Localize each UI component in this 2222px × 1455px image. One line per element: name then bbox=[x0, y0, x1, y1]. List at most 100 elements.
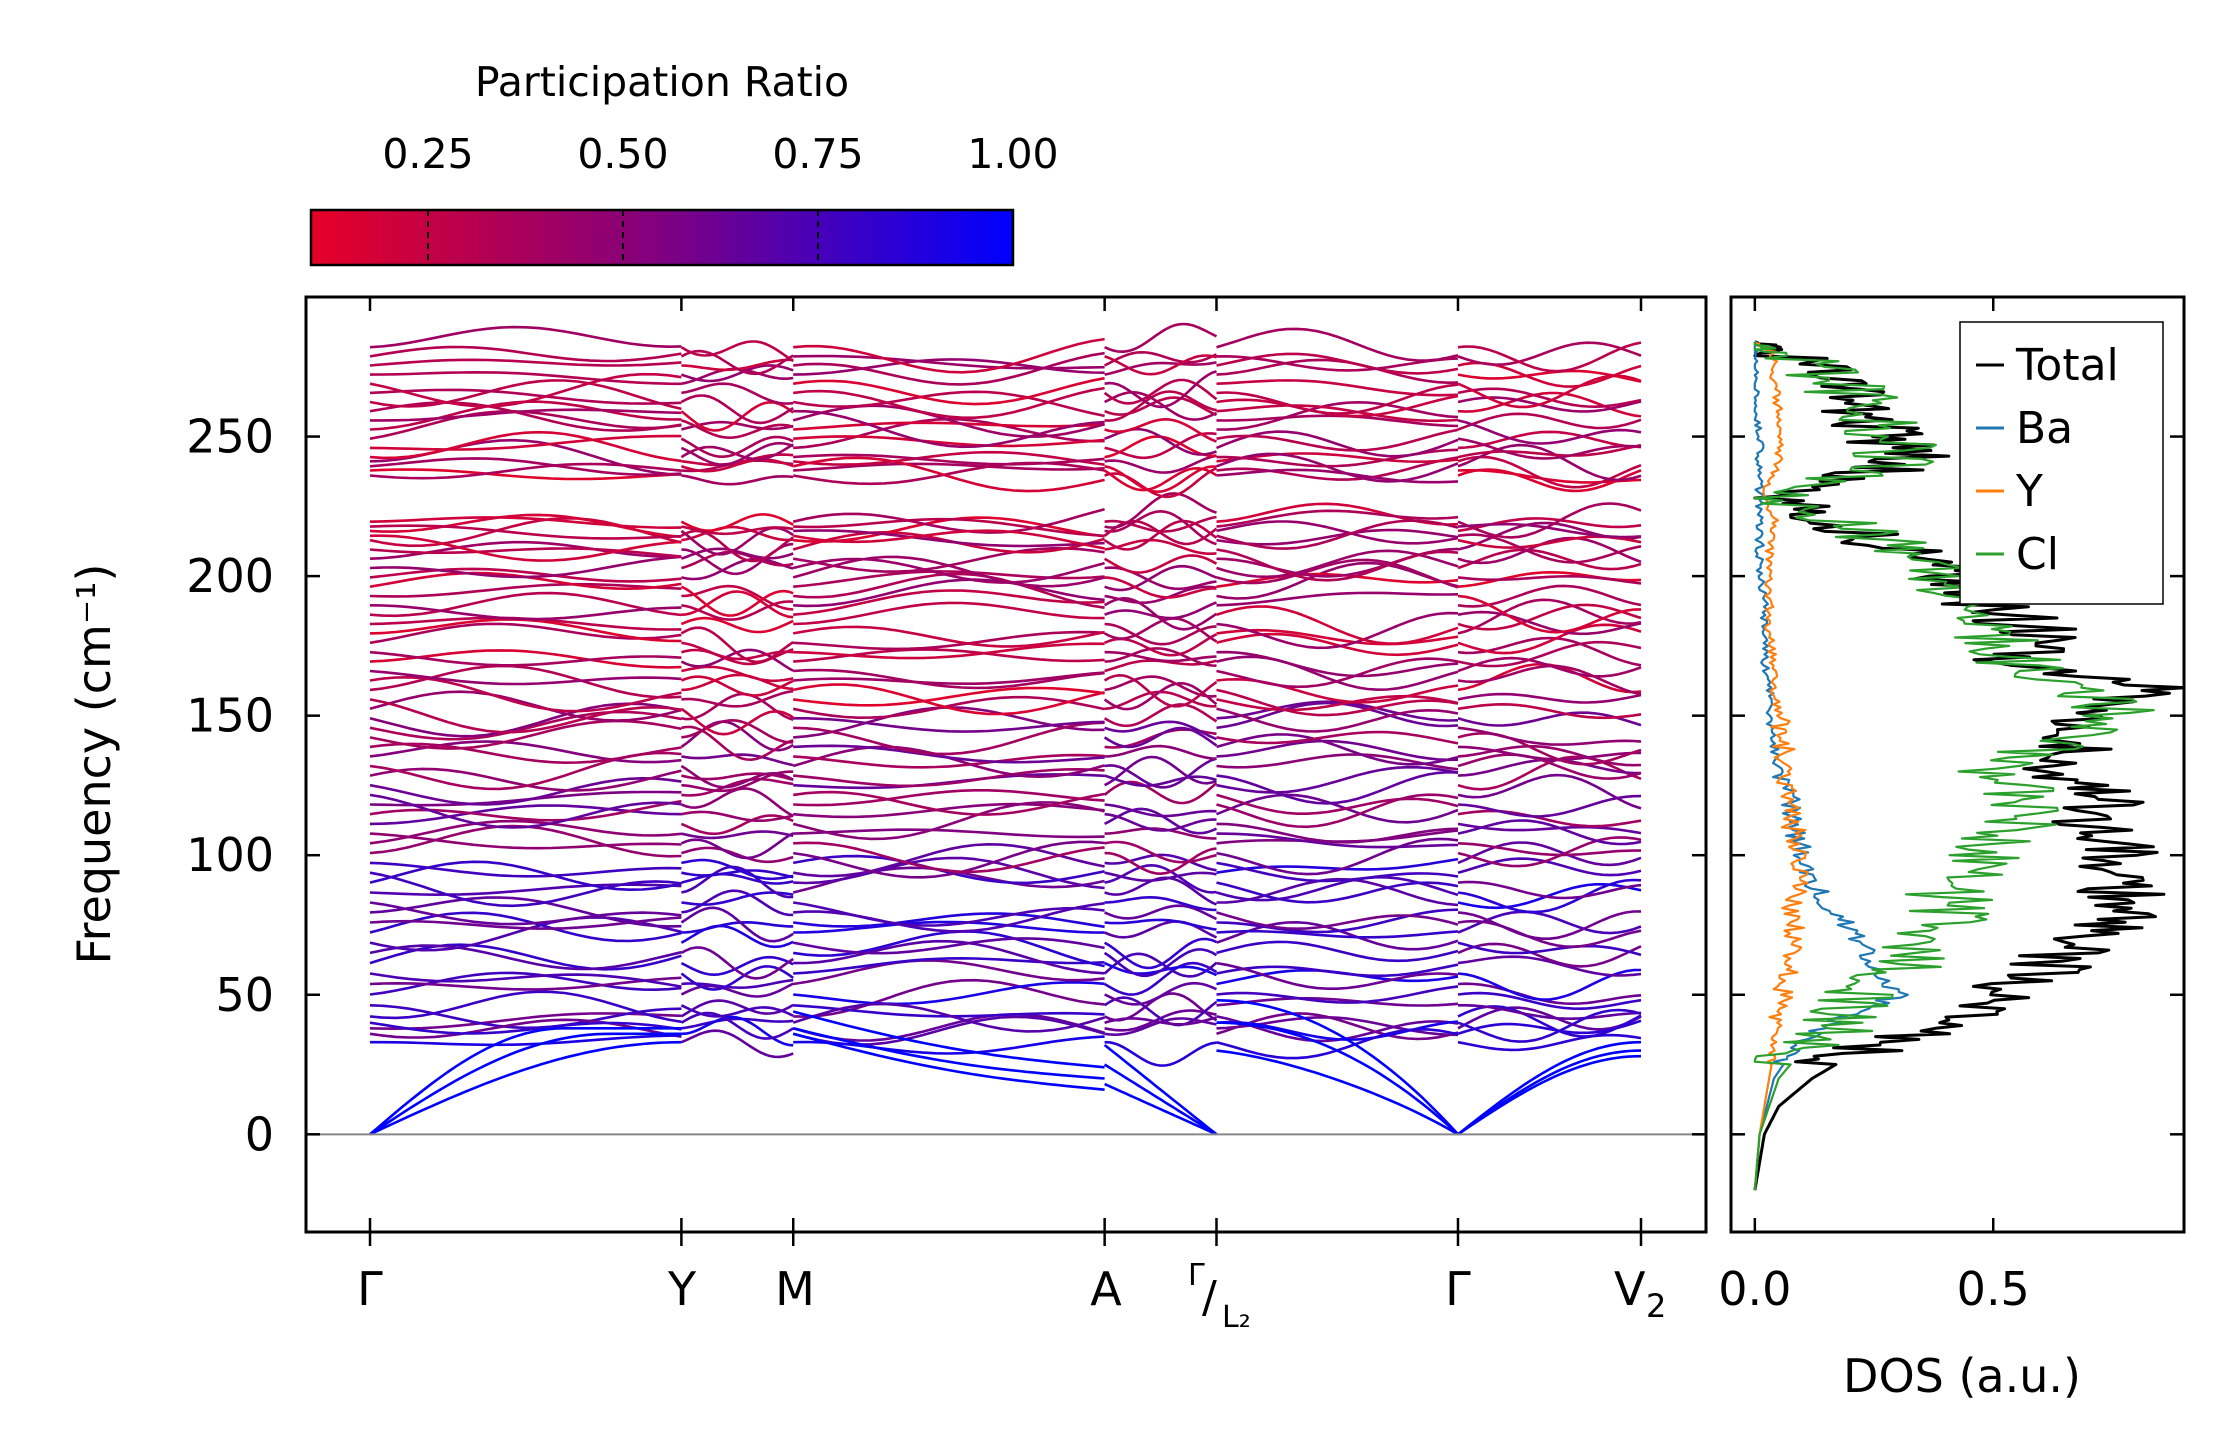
band-line bbox=[369, 372, 682, 408]
band-line bbox=[681, 810, 794, 822]
band-line bbox=[681, 367, 794, 385]
band-line bbox=[1457, 809, 1642, 828]
legend-label-total: Total bbox=[2015, 340, 2119, 391]
band-line bbox=[1457, 745, 1642, 761]
band-line bbox=[1216, 401, 1459, 431]
band-line bbox=[1457, 1019, 1642, 1036]
band-line bbox=[1103, 674, 1218, 708]
band-line bbox=[1216, 837, 1459, 876]
band-line bbox=[369, 690, 682, 722]
band-line bbox=[1216, 832, 1459, 849]
band-line bbox=[681, 557, 794, 581]
band-line bbox=[1216, 591, 1459, 607]
band-line bbox=[369, 513, 682, 539]
band-line bbox=[681, 872, 794, 885]
band-line bbox=[793, 642, 1105, 660]
band-line bbox=[1103, 467, 1218, 492]
svg-text:/: / bbox=[1202, 1272, 1217, 1323]
y-tick-label: 250 bbox=[186, 410, 274, 464]
band-line bbox=[1216, 655, 1459, 691]
band-line bbox=[369, 832, 682, 850]
band-line bbox=[369, 896, 682, 928]
band-line bbox=[793, 957, 1105, 975]
band-line bbox=[1216, 628, 1459, 646]
band-line bbox=[369, 669, 682, 686]
band-line bbox=[1104, 647, 1217, 667]
band-line bbox=[793, 789, 1105, 807]
band-line bbox=[1457, 857, 1642, 877]
band-line bbox=[369, 591, 682, 618]
band-line bbox=[1104, 876, 1218, 906]
band-line bbox=[1103, 996, 1218, 1027]
band-line bbox=[1216, 468, 1459, 484]
band-line bbox=[1216, 881, 1459, 904]
band-line bbox=[1104, 322, 1218, 353]
band-line bbox=[680, 435, 794, 458]
band-line bbox=[1457, 610, 1642, 636]
band-line bbox=[681, 846, 794, 864]
xtick-label-v2: V 2 bbox=[1614, 1262, 1666, 1325]
band-line bbox=[1216, 929, 1459, 939]
acoustic-branch bbox=[1104, 1082, 1218, 1136]
band-line bbox=[1216, 509, 1459, 528]
band-line bbox=[369, 742, 682, 764]
band-line bbox=[1216, 352, 1459, 375]
band-line bbox=[1457, 941, 1642, 957]
svg-text:V: V bbox=[1614, 1262, 1646, 1316]
band-line bbox=[1216, 707, 1459, 733]
band-line bbox=[369, 650, 682, 667]
acoustic-branch bbox=[1457, 1054, 1642, 1136]
band-line bbox=[1457, 1008, 1642, 1043]
band-line bbox=[1216, 520, 1459, 545]
band-line bbox=[1104, 896, 1217, 912]
band-line bbox=[1457, 842, 1641, 857]
colorbar-label: Participation Ratio bbox=[475, 58, 849, 106]
band-line bbox=[369, 555, 682, 579]
band-line bbox=[793, 912, 1105, 929]
band-line bbox=[793, 578, 1105, 608]
bands bbox=[369, 322, 1642, 1136]
band-line bbox=[1104, 361, 1217, 376]
band-line bbox=[1216, 700, 1459, 722]
band-line bbox=[1216, 519, 1459, 550]
band-line bbox=[1103, 682, 1218, 711]
band-line bbox=[1216, 861, 1459, 883]
band-line bbox=[680, 906, 794, 943]
acoustic-branch bbox=[1216, 999, 1459, 1136]
band-line bbox=[369, 524, 682, 540]
band-line bbox=[369, 622, 682, 645]
band-line bbox=[1104, 370, 1217, 409]
band-line bbox=[680, 924, 794, 949]
band-line bbox=[792, 508, 1105, 534]
band-line bbox=[1104, 757, 1217, 789]
band-line bbox=[681, 525, 794, 536]
band-line bbox=[1104, 871, 1217, 882]
band-line bbox=[369, 434, 682, 451]
band-line bbox=[1457, 880, 1642, 900]
band-line bbox=[1104, 396, 1218, 417]
band-line bbox=[1104, 617, 1218, 643]
band-line bbox=[1104, 803, 1217, 818]
band-line bbox=[1457, 878, 1642, 914]
band-line bbox=[793, 589, 1105, 616]
band-line bbox=[793, 686, 1105, 707]
band-line bbox=[369, 860, 682, 891]
band-line bbox=[1457, 437, 1642, 460]
band-line bbox=[681, 921, 794, 934]
band-line bbox=[681, 673, 794, 692]
band-line bbox=[1104, 774, 1217, 787]
band-line bbox=[680, 626, 794, 664]
y-tick-label: 200 bbox=[186, 549, 274, 603]
xtick-label-y: Y bbox=[667, 1262, 697, 1316]
band-line bbox=[1457, 794, 1642, 818]
band-line bbox=[1457, 374, 1642, 409]
band-line bbox=[1216, 452, 1459, 463]
xtick-label-gamma-1: Γ bbox=[357, 1262, 383, 1316]
band-line bbox=[369, 1021, 682, 1035]
band-line bbox=[680, 955, 794, 976]
band-line bbox=[681, 830, 794, 840]
band-line bbox=[1103, 554, 1218, 574]
dos-curve-ba bbox=[1753, 340, 1909, 1191]
band-line bbox=[369, 871, 682, 908]
band-line bbox=[680, 340, 794, 363]
